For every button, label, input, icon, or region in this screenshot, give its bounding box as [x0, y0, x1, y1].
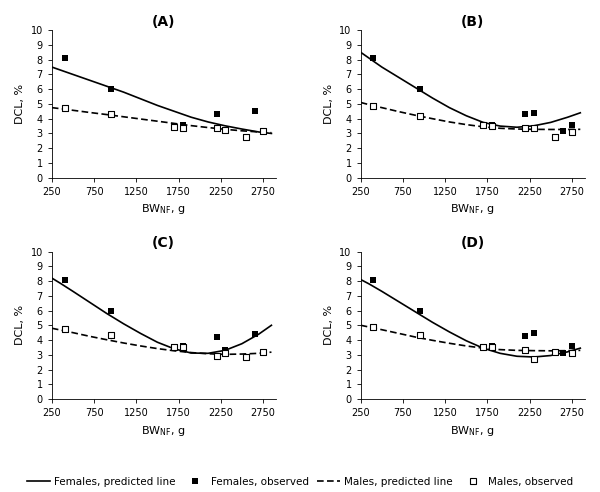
Point — [478, 122, 488, 129]
Point — [567, 128, 577, 136]
Point — [529, 330, 539, 338]
Point — [415, 307, 425, 314]
Y-axis label: DCL, %: DCL, % — [324, 305, 334, 345]
Point — [170, 343, 179, 351]
Point — [567, 122, 577, 129]
Point — [258, 348, 268, 356]
X-axis label: BW$_{\mathregular{NF}}$, g: BW$_{\mathregular{NF}}$, g — [451, 202, 495, 216]
Point — [60, 104, 70, 112]
Point — [487, 343, 496, 351]
Point — [478, 343, 488, 351]
Y-axis label: DCL, %: DCL, % — [15, 305, 25, 345]
Point — [550, 133, 560, 141]
Point — [487, 121, 496, 128]
Point — [529, 355, 539, 363]
Point — [415, 85, 425, 93]
Point — [559, 349, 568, 357]
Point — [487, 342, 496, 350]
Point — [212, 352, 221, 360]
Point — [106, 307, 116, 314]
Point — [567, 349, 577, 357]
Point — [170, 123, 179, 131]
Point — [106, 110, 116, 118]
Point — [521, 124, 530, 132]
Point — [212, 123, 221, 131]
Point — [258, 127, 268, 135]
Point — [521, 110, 530, 118]
Point — [258, 127, 268, 135]
Point — [550, 348, 560, 356]
Point — [415, 331, 425, 339]
Point — [478, 343, 488, 351]
Point — [220, 126, 230, 134]
Point — [178, 122, 188, 129]
Point — [106, 85, 116, 93]
Point — [250, 330, 259, 338]
Point — [529, 124, 539, 132]
Point — [212, 333, 221, 341]
Point — [521, 332, 530, 339]
Point — [178, 342, 188, 350]
Legend: Females, predicted line, Females, observed, Males, predicted line, Males, observ: Females, predicted line, Females, observ… — [27, 477, 573, 487]
Title: (B): (B) — [461, 15, 484, 29]
Point — [60, 54, 70, 62]
Point — [415, 112, 425, 120]
Point — [258, 349, 268, 357]
Point — [241, 353, 251, 361]
Point — [529, 109, 539, 117]
Title: (C): (C) — [152, 236, 175, 250]
Point — [212, 110, 221, 118]
Point — [559, 127, 568, 135]
Point — [60, 325, 70, 333]
Point — [106, 331, 116, 339]
Point — [170, 343, 179, 351]
Point — [220, 126, 230, 134]
Point — [220, 346, 230, 354]
Point — [241, 133, 251, 141]
Point — [521, 346, 530, 354]
X-axis label: BW$_{\mathregular{NF}}$, g: BW$_{\mathregular{NF}}$, g — [142, 202, 186, 216]
Point — [220, 349, 230, 357]
Title: (A): (A) — [152, 15, 175, 29]
Point — [368, 324, 378, 332]
Title: (D): (D) — [460, 236, 485, 250]
X-axis label: BW$_{\mathregular{NF}}$, g: BW$_{\mathregular{NF}}$, g — [142, 424, 186, 438]
Point — [178, 343, 188, 351]
Point — [178, 123, 188, 131]
Point — [487, 122, 496, 130]
X-axis label: BW$_{\mathregular{NF}}$, g: BW$_{\mathregular{NF}}$, g — [451, 424, 495, 438]
Point — [567, 342, 577, 350]
Point — [170, 122, 179, 130]
Point — [478, 122, 488, 129]
Point — [368, 276, 378, 283]
Point — [250, 107, 259, 115]
Point — [60, 276, 70, 283]
Y-axis label: DCL, %: DCL, % — [324, 84, 334, 124]
Point — [368, 54, 378, 62]
Point — [368, 102, 378, 110]
Y-axis label: DCL, %: DCL, % — [15, 84, 25, 124]
